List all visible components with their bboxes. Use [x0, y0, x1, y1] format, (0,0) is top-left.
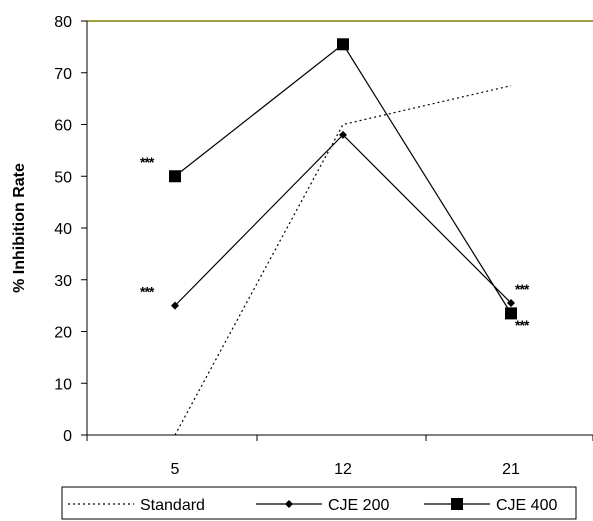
significance-marker: *** — [140, 284, 155, 300]
series-line — [174, 133, 512, 307]
y-tick-label: 40 — [54, 221, 72, 238]
data-point — [171, 301, 179, 310]
y-tick-label: 60 — [54, 118, 72, 135]
legend-marker-cje200 — [285, 500, 293, 508]
x-axis-ticks: 5 12 21 — [86, 435, 593, 478]
y-axis-ticks: 0 10 20 30 40 50 60 70 80 — [54, 14, 87, 445]
legend-label-cje200: CJE 200 — [328, 497, 389, 514]
series-line — [174, 43, 512, 314]
y-tick-label: 70 — [54, 66, 72, 83]
data-point — [169, 170, 181, 183]
data-point — [339, 130, 347, 139]
series-cje-200 — [171, 130, 515, 310]
y-tick-label: 50 — [54, 169, 72, 186]
x-tick-label: 12 — [334, 461, 352, 478]
legend-marker-cje400 — [451, 498, 463, 510]
series-cje-400 — [169, 38, 517, 320]
significance-marker: *** — [515, 317, 530, 333]
x-tick-label: 21 — [502, 461, 520, 478]
x-tick-label: 5 — [171, 461, 180, 478]
legend: Standard CJE 200 CJE 400 — [61, 486, 577, 520]
y-axis-label: % Inhibition Rate — [11, 163, 28, 293]
significance-marker: *** — [140, 154, 155, 170]
data-point — [507, 299, 515, 308]
data-point — [337, 38, 349, 51]
significance-marker: *** — [515, 281, 530, 297]
y-tick-label: 10 — [54, 376, 72, 393]
series-layer — [169, 38, 517, 436]
legend-label-cje400: CJE 400 — [496, 497, 557, 514]
y-tick-label: 30 — [54, 273, 72, 290]
y-tick-label: 80 — [54, 14, 72, 31]
legend-label-standard: Standard — [140, 497, 205, 514]
legend-box — [61, 486, 577, 520]
y-tick-label: 20 — [54, 325, 72, 342]
y-tick-label: 0 — [63, 428, 72, 445]
data-point — [505, 307, 517, 320]
annotation-layer: *** *** *** *** — [140, 154, 531, 333]
